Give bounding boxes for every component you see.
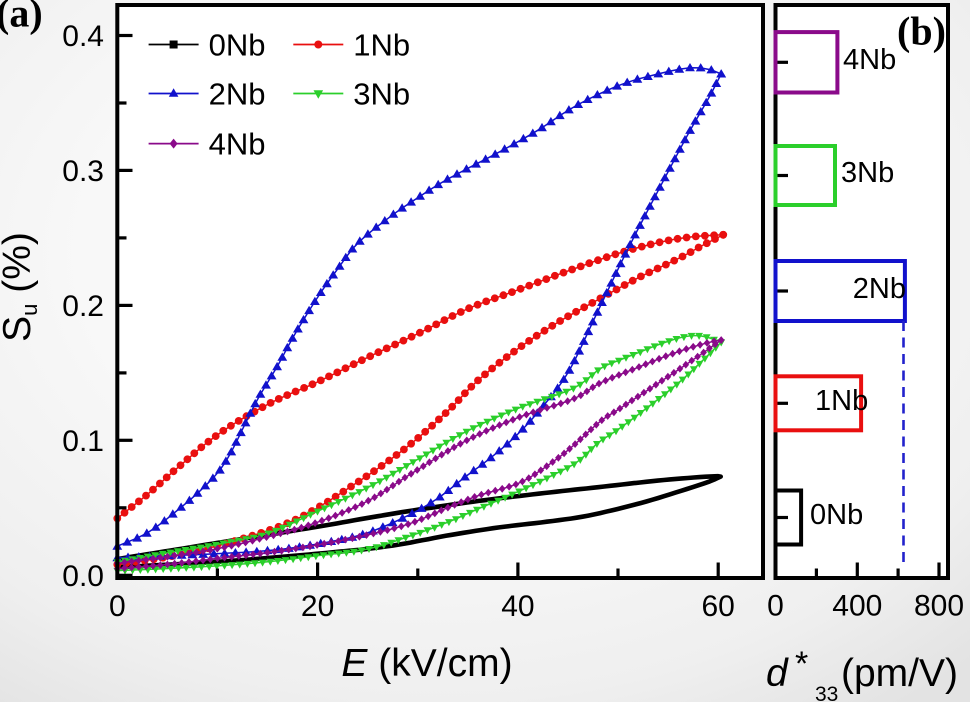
svg-text:d: d bbox=[766, 652, 789, 695]
svg-text:60: 60 bbox=[702, 590, 735, 623]
svg-text:1Nb: 1Nb bbox=[815, 385, 868, 417]
svg-text:E (kV/cm): E (kV/cm) bbox=[341, 642, 512, 685]
svg-text:800: 800 bbox=[914, 590, 964, 623]
svg-text:0: 0 bbox=[767, 590, 784, 623]
svg-text:4Nb: 4Nb bbox=[209, 127, 266, 162]
svg-text:0: 0 bbox=[109, 590, 126, 623]
svg-text:Su (%): Su (%) bbox=[0, 232, 42, 342]
svg-text:0.2: 0.2 bbox=[62, 290, 104, 323]
svg-text:*: * bbox=[795, 645, 808, 683]
svg-text:0Nb: 0Nb bbox=[810, 499, 863, 531]
svg-text:20: 20 bbox=[301, 590, 334, 623]
svg-text:33: 33 bbox=[815, 683, 838, 702]
svg-text:(pm/V): (pm/V) bbox=[841, 652, 958, 695]
svg-text:4Nb: 4Nb bbox=[843, 44, 896, 76]
svg-text:0.1: 0.1 bbox=[62, 425, 104, 458]
svg-text:3Nb: 3Nb bbox=[841, 157, 894, 189]
svg-text:(a): (a) bbox=[0, 0, 43, 36]
svg-text:3Nb: 3Nb bbox=[353, 77, 410, 112]
svg-text:1Nb: 1Nb bbox=[353, 28, 410, 63]
svg-text:2Nb: 2Nb bbox=[209, 77, 266, 112]
svg-text:400: 400 bbox=[832, 590, 882, 623]
svg-text:(b): (b) bbox=[897, 9, 946, 54]
svg-text:0.0: 0.0 bbox=[62, 560, 104, 593]
svg-text:0Nb: 0Nb bbox=[209, 28, 266, 63]
svg-text:0.4: 0.4 bbox=[62, 20, 104, 53]
svg-text:2Nb: 2Nb bbox=[853, 273, 906, 305]
svg-text:0.3: 0.3 bbox=[62, 155, 104, 188]
svg-text:40: 40 bbox=[501, 590, 534, 623]
